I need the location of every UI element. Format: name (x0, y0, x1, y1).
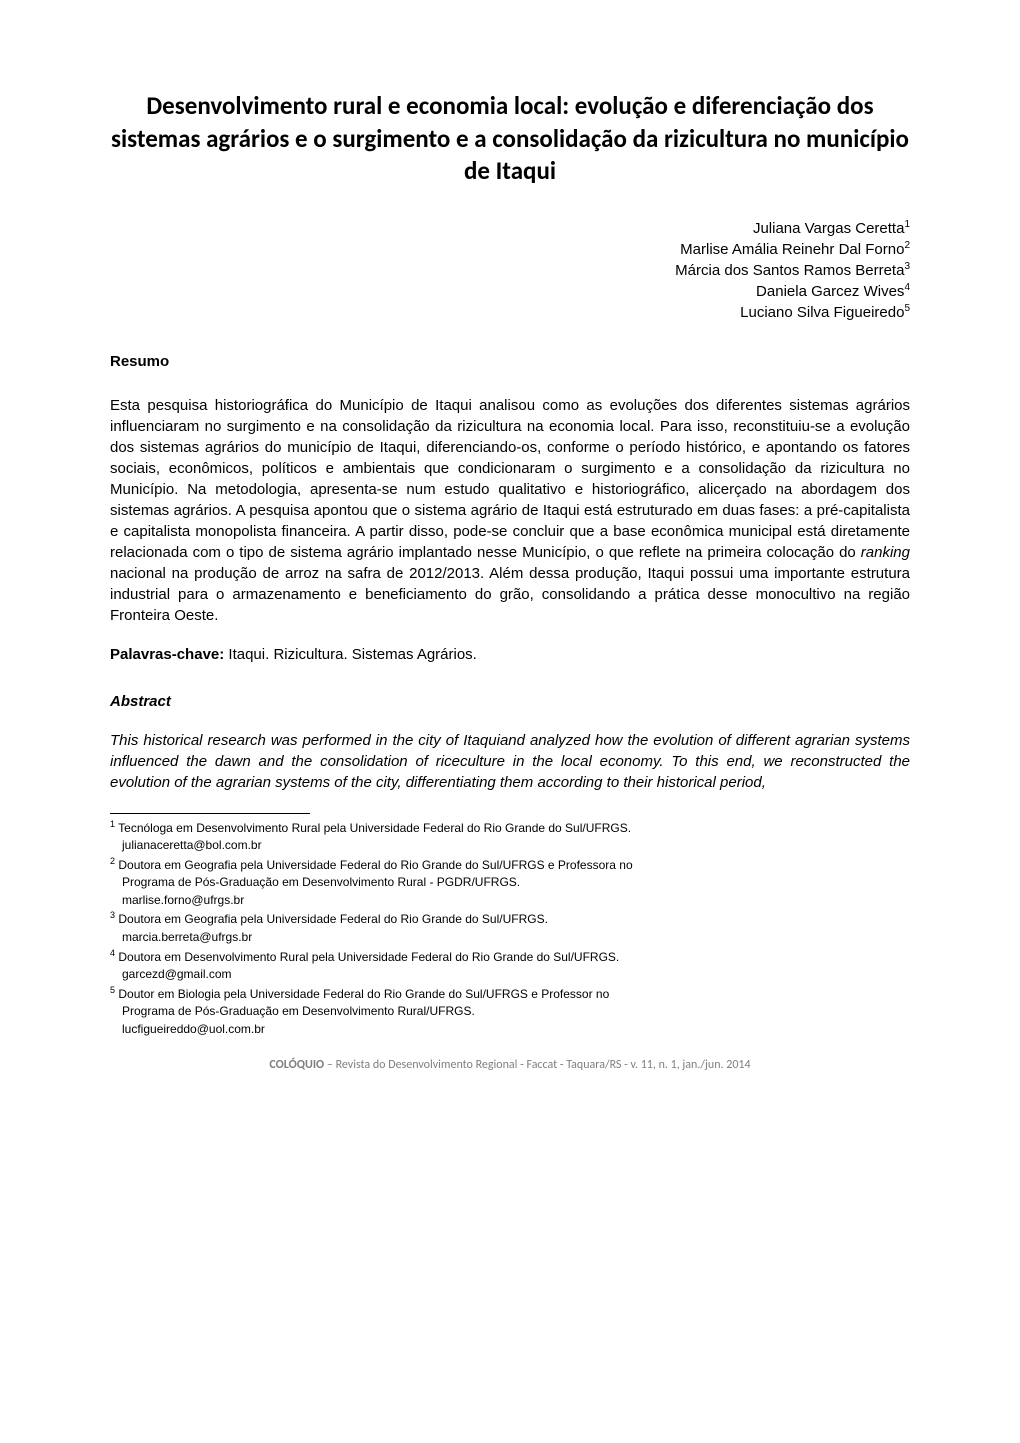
footnote-4: 4 Doutora em Desenvolvimento Rural pela … (110, 948, 910, 966)
footnote-separator (110, 813, 310, 814)
author-3-sup: 3 (904, 261, 910, 272)
footnotes-block: 1 Tecnóloga em Desenvolvimento Rural pel… (110, 819, 910, 1038)
footnote-3-line2: marcia.berreta@ufrgs.br (110, 930, 910, 946)
author-3: Márcia dos Santos Ramos Berreta3 (110, 260, 910, 281)
author-4: Daniela Garcez Wives4 (110, 281, 910, 302)
author-2: Marlise Amália Reinehr Dal Forno2 (110, 239, 910, 260)
resumo-text: Esta pesquisa historiográfica do Municíp… (110, 395, 910, 626)
footnote-4-num: 4 (110, 948, 115, 958)
footnote-3: 3 Doutora em Geografia pela Universidade… (110, 910, 910, 928)
author-5: Luciano Silva Figueiredo5 (110, 302, 910, 323)
footnote-2: 2 Doutora em Geografia pela Universidade… (110, 856, 910, 874)
author-4-sup: 4 (904, 282, 910, 293)
author-2-sup: 2 (904, 240, 910, 251)
abstract-text: This historical research was performed i… (110, 730, 910, 793)
footer-rest: – Revista do Desenvolvimento Regional - … (324, 1058, 750, 1072)
footnote-3-num: 3 (110, 910, 115, 920)
keywords: Palavras-chave: Itaqui. Rizicultura. Sis… (110, 646, 910, 663)
keywords-text: Itaqui. Rizicultura. Sistemas Agrários. (224, 646, 477, 663)
footnote-5-line3: lucfigueireddo@uol.com.br (110, 1022, 910, 1038)
author-5-sup: 5 (904, 303, 910, 314)
abstract-heading: Abstract (110, 693, 910, 710)
resumo-heading: Resumo (110, 353, 910, 370)
footnote-5: 5 Doutor em Biologia pela Universidade F… (110, 985, 910, 1003)
authors-block: Juliana Vargas Ceretta1 Marlise Amália R… (110, 218, 910, 323)
footnote-1: 1 Tecnóloga em Desenvolvimento Rural pel… (110, 819, 910, 837)
page-footer: COLÓQUIO – Revista do Desenvolvimento Re… (110, 1058, 910, 1072)
footnote-2-line3: marlise.forno@ufrgs.br (110, 893, 910, 909)
footnote-1-num: 1 (110, 819, 115, 829)
keywords-label: Palavras-chave: (110, 646, 224, 663)
author-1: Juliana Vargas Ceretta1 (110, 218, 910, 239)
footnote-2-num: 2 (110, 856, 115, 866)
footer-journal-name: COLÓQUIO (269, 1058, 324, 1072)
footnote-2-line2: Programa de Pós-Graduação em Desenvolvim… (110, 875, 910, 891)
article-title: Desenvolvimento rural e economia local: … (110, 90, 910, 188)
footnote-1-line2: julianaceretta@bol.com.br (110, 838, 910, 854)
author-1-sup: 1 (904, 219, 910, 230)
footnote-4-line2: garcezd@gmail.com (110, 967, 910, 983)
footnote-5-num: 5 (110, 985, 115, 995)
footnote-5-line2: Programa de Pós-Graduação em Desenvolvim… (110, 1004, 910, 1020)
